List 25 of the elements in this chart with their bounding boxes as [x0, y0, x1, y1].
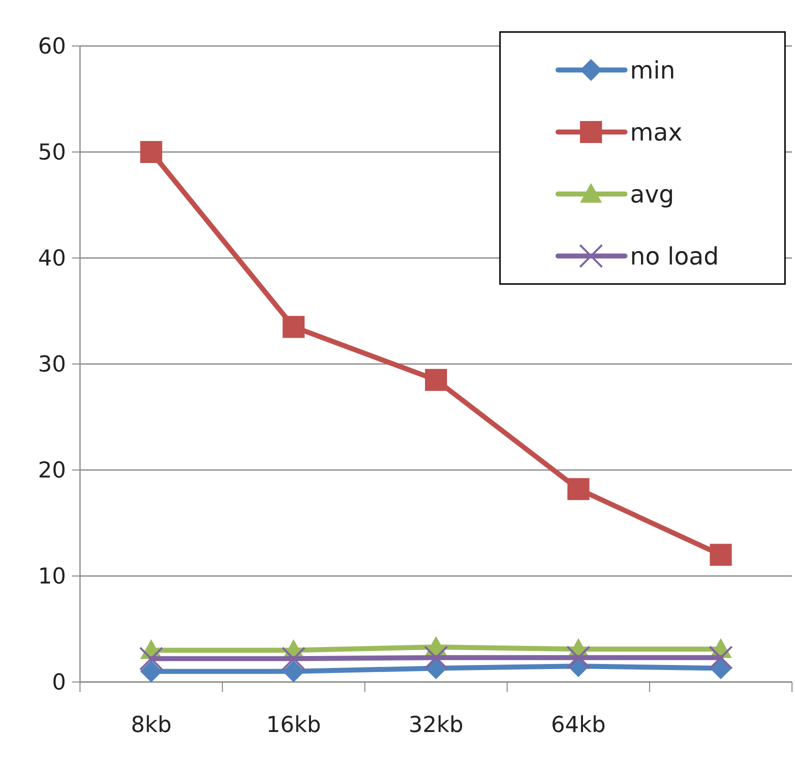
x-tick-label: 16kb: [266, 713, 321, 738]
y-tick-label: 10: [38, 564, 66, 590]
point: [710, 544, 732, 566]
y-tick-label: 20: [38, 458, 66, 484]
x-tick-label: 64kb: [551, 713, 606, 738]
legend-label: no load: [630, 242, 719, 270]
point: [425, 368, 447, 391]
y-tick-label: 50: [38, 140, 66, 166]
point: [282, 646, 306, 671]
point: [567, 478, 590, 500]
y-tick-label: 40: [38, 246, 66, 272]
point: [424, 646, 448, 670]
x-tick-label: 8kb: [130, 713, 172, 738]
legend-label: max: [630, 118, 682, 146]
y-tick-label: 60: [38, 34, 66, 60]
point: [566, 646, 590, 670]
legend-label: min: [630, 56, 676, 84]
x-tick-label: 32kb: [408, 713, 464, 738]
legend-label: avg: [630, 180, 674, 208]
y-tick-label: 0: [52, 670, 66, 696]
point: [708, 646, 733, 670]
y-tick-label: 30: [38, 352, 66, 378]
point: [139, 646, 164, 671]
point: [282, 316, 305, 338]
point: [140, 141, 162, 163]
